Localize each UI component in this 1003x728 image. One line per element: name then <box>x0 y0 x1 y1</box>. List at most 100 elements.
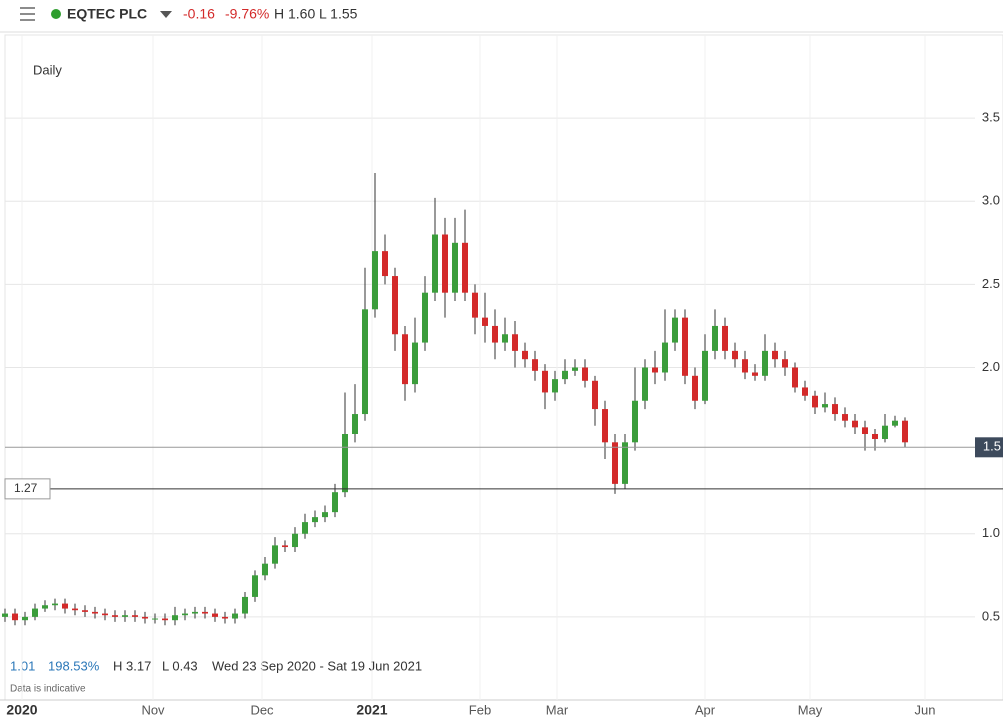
candle-body <box>832 404 838 415</box>
candle-body <box>462 242 468 293</box>
candle-body <box>172 615 178 621</box>
x-tick-label: Dec <box>250 702 274 717</box>
period-change: 1.01 <box>10 658 35 673</box>
candle-body <box>262 563 268 576</box>
candle-body <box>392 276 398 335</box>
candle-body <box>892 420 898 426</box>
candle-body <box>492 325 498 343</box>
candle-body <box>82 610 88 612</box>
candle-body <box>292 533 298 548</box>
y-tick-label: 3.5 <box>982 110 1000 125</box>
candle-body <box>472 292 478 318</box>
candle-body <box>772 350 778 360</box>
x-tick-label: Nov <box>141 702 165 717</box>
interval: Daily <box>33 62 62 77</box>
candle-body <box>662 342 668 373</box>
candle-body <box>112 615 118 617</box>
x-tick-label: 2020 <box>6 702 37 718</box>
candle-body <box>252 575 258 597</box>
period-change-pct: 198.53% <box>48 658 100 673</box>
candle-body <box>672 317 678 343</box>
candle-body <box>882 425 888 439</box>
candle-body <box>312 517 318 523</box>
candle-body <box>62 603 68 609</box>
candle-body <box>32 608 38 617</box>
last-price-label: 1.5 <box>983 439 1001 454</box>
candle-body <box>372 251 378 310</box>
candle-body <box>192 611 198 614</box>
y-tick-label: 3.0 <box>982 193 1000 208</box>
candle-body <box>42 605 48 609</box>
candle-body <box>642 367 648 401</box>
candle-body <box>182 613 188 616</box>
candle-body <box>762 350 768 376</box>
candle-body <box>412 342 418 385</box>
x-tick-label: May <box>798 702 823 717</box>
candle-body <box>542 370 548 393</box>
candle-body <box>352 414 358 434</box>
candle-body <box>802 387 808 396</box>
day-low: L 1.55 <box>319 6 358 22</box>
candle-body <box>12 613 18 621</box>
candle-body <box>202 611 208 614</box>
candle-body <box>732 350 738 360</box>
candle-body <box>232 613 238 619</box>
reference-label: 1.27 <box>14 481 38 495</box>
dropdown[interactable] <box>160 11 172 18</box>
candle-body <box>2 613 8 617</box>
candle-body <box>592 380 598 410</box>
candle-body <box>722 325 728 351</box>
candle-body <box>92 611 98 614</box>
candle-body <box>622 442 628 484</box>
candle-body <box>872 434 878 439</box>
candle-body <box>862 427 868 434</box>
menu-icon[interactable] <box>20 7 35 21</box>
change: -0.16 <box>183 6 215 22</box>
candle-body <box>812 395 818 408</box>
x-tick-label: Apr <box>695 702 716 717</box>
y-tick-label: 0.5 <box>982 608 1000 623</box>
candle-body <box>712 325 718 351</box>
candle-body <box>362 309 368 415</box>
candle-body <box>752 372 758 376</box>
x-tick-label: 2021 <box>356 702 387 718</box>
candle-body <box>142 616 148 619</box>
symbol: EQTEC PLC <box>67 6 147 22</box>
candle-body <box>22 616 28 621</box>
candle-body <box>242 596 248 614</box>
candle-body <box>822 404 828 408</box>
candle-body <box>602 409 608 443</box>
period-high: H 3.17 <box>113 658 151 673</box>
candle-body <box>552 379 558 393</box>
change-pct: -9.76% <box>225 6 269 22</box>
candles <box>2 172 908 626</box>
candle-body <box>322 512 328 518</box>
candle-body <box>692 375 698 401</box>
x-tick-label: Jun <box>915 702 936 717</box>
candle-body <box>632 400 638 443</box>
candle-body <box>102 613 108 616</box>
candle-body <box>302 522 308 534</box>
candle-body <box>522 350 528 360</box>
candle-body <box>72 608 78 611</box>
candle-body <box>562 370 568 380</box>
candle-body <box>902 420 908 443</box>
candle-body <box>122 615 128 617</box>
candle-body <box>212 613 218 617</box>
y-tick-label: 2.5 <box>982 276 1000 291</box>
candle-body <box>842 414 848 421</box>
x-tick-label: Mar <box>546 702 569 717</box>
candle-body <box>482 317 488 326</box>
candle-body <box>272 545 278 564</box>
candle-body <box>452 242 458 293</box>
candle-body <box>152 618 158 620</box>
candle-body <box>52 603 58 606</box>
y-tick-label: 1.0 <box>982 525 1000 540</box>
candle-body <box>792 367 798 388</box>
candle-body <box>502 334 508 343</box>
candle-body <box>572 367 578 371</box>
candle-body <box>422 292 428 343</box>
period-low: L 0.43 <box>162 658 198 673</box>
x-tick-label: Feb <box>469 702 491 717</box>
